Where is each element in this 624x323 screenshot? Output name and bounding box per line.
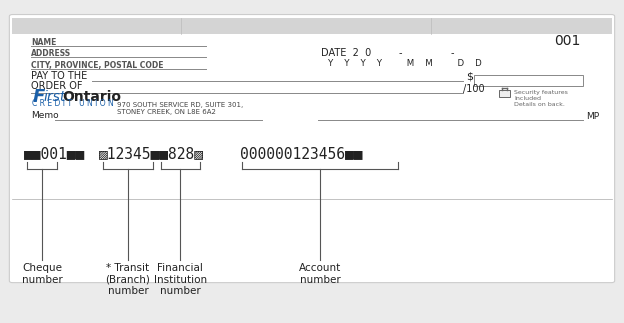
Text: Ontario: Ontario <box>62 90 121 104</box>
Text: -: - <box>451 48 454 58</box>
Text: PAY TO THE: PAY TO THE <box>31 71 87 81</box>
Text: F: F <box>32 88 45 106</box>
Text: /100: /100 <box>463 84 485 94</box>
Text: $: $ <box>466 71 473 81</box>
Text: Security features
Included
Details on back.: Security features Included Details on ba… <box>514 90 568 107</box>
Text: CITY, PROVINCE, POSTAL CODE: CITY, PROVINCE, POSTAL CODE <box>31 61 163 70</box>
FancyBboxPatch shape <box>9 15 615 283</box>
Text: MP: MP <box>587 112 600 121</box>
Text: Memo: Memo <box>31 111 59 120</box>
Text: Account
number: Account number <box>299 263 341 285</box>
Text: ■■001■■: ■■001■■ <box>24 146 85 161</box>
Text: ADDRESS: ADDRESS <box>31 49 71 58</box>
Text: irst: irst <box>43 90 66 104</box>
Text: 970 SOUTH SERVICE RD, SUITE 301,
STONEY CREEK, ON L8E 6A2: 970 SOUTH SERVICE RD, SUITE 301, STONEY … <box>117 102 243 115</box>
Bar <box>499 90 510 97</box>
Text: Financial
Institution
number: Financial Institution number <box>154 263 207 297</box>
Text: ORDER OF: ORDER OF <box>31 81 83 91</box>
Text: Cheque
number: Cheque number <box>22 263 63 285</box>
Text: 000000123456■■: 000000123456■■ <box>240 146 363 161</box>
Bar <box>474 75 583 86</box>
Text: 001: 001 <box>554 34 580 47</box>
Text: ▨12345■■828▨: ▨12345■■828▨ <box>99 146 203 161</box>
Text: Y    Y    Y    Y         M    M         D    D: Y Y Y Y M M D D <box>328 59 481 68</box>
Text: C R E D I T   U N I O N: C R E D I T U N I O N <box>32 99 114 108</box>
Text: DATE  2  0: DATE 2 0 <box>321 48 372 58</box>
Text: -: - <box>398 48 402 58</box>
Text: * Transit
(Branch)
number: * Transit (Branch) number <box>105 263 150 297</box>
Bar <box>12 18 612 34</box>
Text: NAME: NAME <box>31 37 57 47</box>
